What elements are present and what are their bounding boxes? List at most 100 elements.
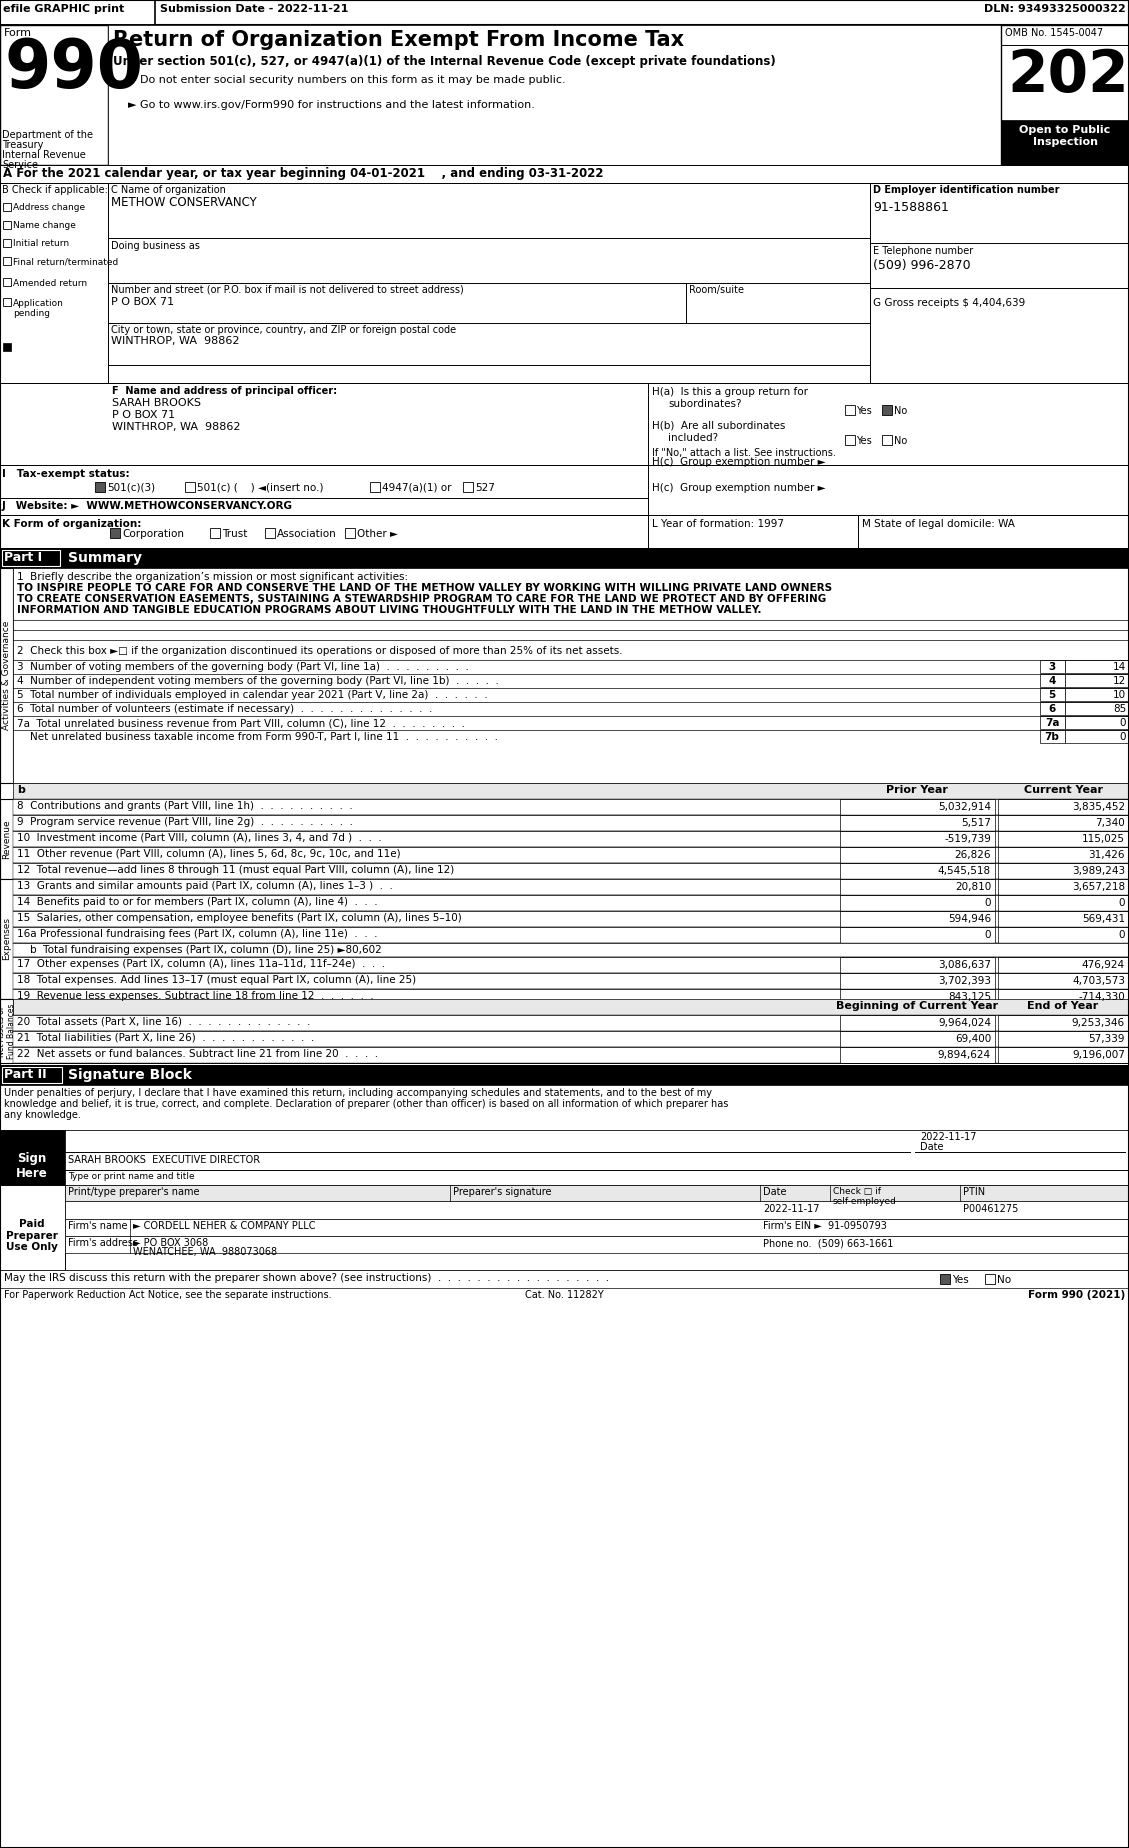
Text: ► Go to www.irs.gov/Form990 for instructions and the latest information.: ► Go to www.irs.gov/Form990 for instruct…	[128, 100, 535, 111]
Text: 3,989,243: 3,989,243	[1071, 867, 1124, 876]
Text: J   Website: ►  WWW.METHOWCONSERVANCY.ORG: J Website: ► WWW.METHOWCONSERVANCY.ORG	[2, 501, 294, 512]
Text: 20,810: 20,810	[955, 881, 991, 893]
Text: B Check if applicable:: B Check if applicable:	[2, 185, 108, 196]
Bar	[0, 26, 1129, 164]
Text: 8  Contributions and grants (Part VIII, line 1h)  .  .  .  .  .  .  .  .  .  .: 8 Contributions and grants (Part VIII, l…	[17, 800, 352, 811]
Text: 7b: 7b	[1044, 732, 1059, 743]
Bar	[14, 894, 1129, 911]
Text: Association: Association	[277, 529, 336, 540]
Text: 4: 4	[1049, 676, 1056, 686]
Bar	[1001, 120, 1129, 164]
Bar	[0, 383, 1129, 466]
Text: (509) 996-2870: (509) 996-2870	[873, 259, 971, 272]
Bar	[65, 1220, 1129, 1236]
Bar	[840, 957, 995, 974]
Bar	[14, 942, 1129, 957]
Text: 527: 527	[475, 482, 495, 493]
Bar	[998, 928, 1129, 942]
Bar	[998, 911, 1129, 928]
Bar	[14, 815, 1129, 832]
Text: 9  Program service revenue (Part VIII, line 2g)  .  .  .  .  .  .  .  .  .  .: 9 Program service revenue (Part VIII, li…	[17, 817, 353, 828]
Bar	[840, 1031, 995, 1048]
Text: P00461275: P00461275	[963, 1205, 1018, 1214]
Text: 5  Total number of individuals employed in calendar year 2021 (Part V, line 2a) : 5 Total number of individuals employed i…	[17, 689, 488, 700]
Text: 501(c)(3): 501(c)(3)	[107, 482, 155, 493]
Text: 5,032,914: 5,032,914	[938, 802, 991, 811]
Bar	[940, 1273, 949, 1284]
Bar	[3, 344, 11, 351]
Text: Trust: Trust	[222, 529, 247, 540]
Text: Expenses: Expenses	[2, 917, 11, 961]
Bar	[998, 1031, 1129, 1048]
Bar	[0, 1129, 1129, 1185]
Bar	[14, 989, 1129, 1005]
Text: WINTHROP, WA  98862: WINTHROP, WA 98862	[111, 336, 239, 346]
Text: City or town, state or province, country, and ZIP or foreign postal code: City or town, state or province, country…	[111, 325, 456, 334]
Bar	[840, 911, 995, 928]
Text: subordinates?: subordinates?	[668, 399, 742, 408]
Text: 4,703,573: 4,703,573	[1073, 976, 1124, 987]
Bar	[265, 529, 275, 538]
Bar	[1065, 687, 1129, 700]
Text: TO INSPIRE PEOPLE TO CARE FOR AND CONSERVE THE LAND OF THE METHOW VALLEY BY WORK: TO INSPIRE PEOPLE TO CARE FOR AND CONSER…	[17, 582, 832, 593]
Bar	[840, 928, 995, 942]
Text: Under penalties of perjury, I declare that I have examined this return, includin: Under penalties of perjury, I declare th…	[5, 1088, 712, 1098]
Text: 12: 12	[1113, 676, 1126, 686]
Text: Check □ if
self-employed: Check □ if self-employed	[833, 1186, 896, 1207]
Text: Date: Date	[920, 1142, 944, 1151]
Text: 7,340: 7,340	[1095, 819, 1124, 828]
Text: 20  Total assets (Part X, line 16)  .  .  .  .  .  .  .  .  .  .  .  .  .: 20 Total assets (Part X, line 16) . . . …	[17, 1016, 310, 1027]
Text: Prior Year: Prior Year	[886, 785, 948, 795]
Text: 11  Other revenue (Part VIII, column (A), lines 5, 6d, 8c, 9c, 10c, and 11e): 11 Other revenue (Part VIII, column (A),…	[17, 848, 401, 859]
Bar	[65, 1201, 1129, 1220]
Bar	[65, 1185, 1129, 1270]
Text: 3  Number of voting members of the governing body (Part VI, line 1a)  .  .  .  .: 3 Number of voting members of the govern…	[17, 662, 469, 673]
Text: F  Name and address of principal officer:: F Name and address of principal officer:	[112, 386, 338, 395]
Text: Print/type preparer's name: Print/type preparer's name	[68, 1186, 200, 1198]
Text: 569,431: 569,431	[1082, 915, 1124, 924]
Text: No: No	[997, 1275, 1012, 1284]
Text: b  Total fundraising expenses (Part IX, column (D), line 25) ►80,602: b Total fundraising expenses (Part IX, c…	[17, 944, 382, 955]
Text: No: No	[894, 436, 908, 445]
Text: 16a Professional fundraising fees (Part IX, column (A), line 11e)  .  .  .: 16a Professional fundraising fees (Part …	[17, 930, 377, 939]
Bar	[3, 257, 11, 264]
Bar	[0, 516, 1129, 549]
Text: 2  Check this box ►□ if the organization discontinued its operations or disposed: 2 Check this box ►□ if the organization …	[17, 647, 622, 656]
Bar	[65, 1185, 1129, 1201]
Text: May the IRS discuss this return with the preparer shown above? (see instructions: May the IRS discuss this return with the…	[5, 1273, 610, 1283]
Text: ► PO BOX 3068: ► PO BOX 3068	[133, 1238, 208, 1247]
Text: 10  Investment income (Part VIII, column (A), lines 3, 4, and 7d )  .  .  .: 10 Investment income (Part VIII, column …	[17, 833, 382, 843]
Text: P O BOX 71: P O BOX 71	[111, 298, 174, 307]
Bar	[840, 1015, 995, 1031]
Text: 9,894,624: 9,894,624	[938, 1050, 991, 1061]
Text: 6  Total number of volunteers (estimate if necessary)  .  .  .  .  .  .  .  .  .: 6 Total number of volunteers (estimate i…	[17, 704, 432, 713]
Bar	[65, 1236, 1129, 1253]
Bar	[14, 832, 1129, 846]
Text: Under section 501(c), 527, or 4947(a)(1) of the Internal Revenue Code (except pr: Under section 501(c), 527, or 4947(a)(1)…	[113, 55, 776, 68]
Text: 3,835,452: 3,835,452	[1071, 802, 1124, 811]
Text: H(c)  Group exemption number ►: H(c) Group exemption number ►	[653, 456, 825, 468]
Text: 10: 10	[1113, 689, 1126, 700]
Text: Net unrelated business taxable income from Form 990-T, Part I, line 11  .  .  . : Net unrelated business taxable income fr…	[17, 732, 498, 743]
Text: 3,657,218: 3,657,218	[1071, 881, 1124, 893]
Text: 4947(a)(1) or: 4947(a)(1) or	[382, 482, 452, 493]
Text: Cat. No. 11282Y: Cat. No. 11282Y	[525, 1290, 603, 1299]
Bar	[840, 798, 995, 815]
Text: Preparer's signature: Preparer's signature	[453, 1186, 551, 1198]
Text: efile GRAPHIC print: efile GRAPHIC print	[3, 4, 124, 15]
Bar	[998, 880, 1129, 894]
Text: INFORMATION AND TANGIBLE EDUCATION PROGRAMS ABOUT LIVING THOUGHTFULLY WITH THE L: INFORMATION AND TANGIBLE EDUCATION PROGR…	[17, 604, 761, 615]
Text: 12  Total revenue—add lines 8 through 11 (must equal Part VIII, column (A), line: 12 Total revenue—add lines 8 through 11 …	[17, 865, 454, 874]
Bar	[998, 815, 1129, 832]
Text: WINTHROP, WA  98862: WINTHROP, WA 98862	[112, 421, 240, 432]
Text: OMB No. 1545-0047: OMB No. 1545-0047	[1005, 28, 1103, 39]
Bar	[1001, 26, 1129, 164]
Text: Department of the: Department of the	[2, 129, 93, 140]
Text: Submission Date - 2022-11-21: Submission Date - 2022-11-21	[160, 4, 349, 15]
Bar	[110, 529, 120, 538]
Text: Open to Public
Inspection: Open to Public Inspection	[1019, 126, 1111, 146]
Text: Firm's name: Firm's name	[68, 1222, 128, 1231]
Text: 13  Grants and similar amounts paid (Part IX, column (A), lines 1–3 )  .  .: 13 Grants and similar amounts paid (Part…	[17, 881, 393, 891]
Text: 31,426: 31,426	[1088, 850, 1124, 859]
Bar	[998, 1048, 1129, 1063]
